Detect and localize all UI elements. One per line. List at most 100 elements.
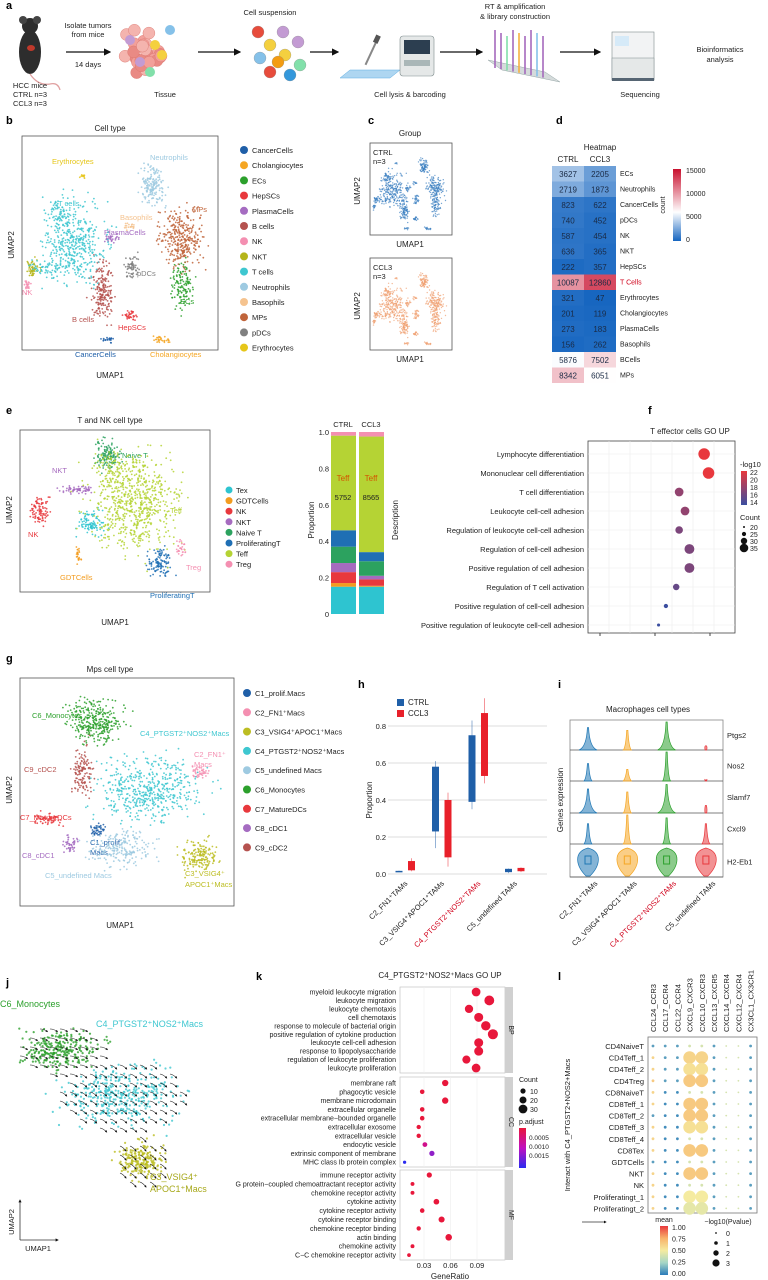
umap-point <box>132 540 135 543</box>
cluster-label: B cells <box>72 315 94 324</box>
umap-point <box>429 294 432 296</box>
legend-swatch <box>225 486 233 494</box>
umap-point <box>78 521 81 523</box>
umap-point <box>51 259 54 262</box>
umap-point <box>180 291 183 294</box>
umap-point <box>402 326 405 329</box>
umap-point <box>420 285 422 288</box>
umap-point <box>97 829 99 832</box>
umap-point <box>124 224 127 227</box>
umap-point <box>55 231 57 234</box>
umap-point <box>401 213 403 215</box>
umap-point <box>94 206 97 209</box>
umap-point <box>159 548 162 551</box>
umap-point <box>143 167 146 170</box>
umap-point <box>179 271 182 273</box>
umap-point <box>188 230 190 233</box>
umap-point <box>151 181 154 183</box>
term-label: Positive regulation of cell adhesion <box>469 564 585 573</box>
umap-point <box>188 303 191 305</box>
umap-point <box>134 497 137 500</box>
umap-point <box>31 259 33 261</box>
umap-point <box>395 195 398 197</box>
umap-point <box>188 247 191 250</box>
umap-point <box>403 343 406 345</box>
umap-point <box>45 219 48 222</box>
duration-label: 14 days <box>75 60 102 69</box>
umap-point <box>110 246 112 249</box>
umap-point <box>165 553 167 556</box>
umap-point <box>175 493 178 495</box>
umap-point <box>437 304 440 307</box>
umap-point <box>39 505 41 508</box>
umap-point <box>159 232 162 235</box>
umap-point <box>120 458 123 461</box>
umap-point <box>112 460 114 463</box>
umap-point <box>182 302 185 305</box>
heatmap-cell <box>552 321 584 337</box>
umap-point <box>149 177 152 180</box>
umap-point <box>437 301 439 303</box>
umap-point <box>380 196 382 198</box>
umap-point <box>30 282 32 285</box>
umap-point <box>410 186 412 189</box>
umap-point <box>150 173 153 176</box>
umap-point <box>91 265 94 267</box>
umap-point <box>179 286 182 289</box>
umap-point <box>107 544 110 547</box>
umap-point <box>407 212 409 214</box>
umap-point <box>176 275 178 278</box>
umap-point <box>374 313 376 315</box>
umap-point <box>186 215 189 217</box>
umap-point <box>150 505 153 508</box>
umap-point <box>120 544 123 547</box>
umap-point <box>432 203 434 205</box>
umap-point <box>149 499 151 502</box>
umap-point <box>99 300 102 302</box>
umap-point <box>104 284 107 287</box>
umap-point <box>167 341 170 344</box>
umap-point <box>159 563 162 566</box>
umap-point <box>162 565 164 568</box>
umap-point <box>101 255 104 258</box>
umap-point <box>194 236 196 239</box>
umap-point <box>181 471 184 474</box>
umap-point <box>80 247 83 250</box>
umap-point <box>407 336 409 339</box>
umap-point <box>130 266 133 268</box>
umap-point <box>177 249 180 251</box>
umap-point <box>146 179 149 182</box>
umap-point <box>105 264 108 267</box>
umap-point <box>176 540 178 542</box>
umap-point <box>65 489 68 492</box>
umap-point <box>397 312 400 314</box>
umap-point <box>124 529 126 531</box>
umap-point <box>438 187 440 189</box>
umap-point <box>50 238 52 240</box>
umap-point <box>141 539 144 541</box>
heatmap-column-label: CCL3 <box>590 155 611 164</box>
cluster-label: ECs <box>180 297 194 306</box>
umap-point <box>87 191 89 194</box>
umap-point <box>76 553 79 555</box>
umap-point <box>404 323 407 325</box>
term-label: Mononuclear cell differentiation <box>480 469 584 478</box>
umap-point <box>178 540 181 543</box>
umap-point <box>51 210 53 213</box>
heatmap-cell <box>552 290 584 306</box>
umap-point <box>395 184 398 186</box>
umap-point <box>169 243 171 245</box>
legend-label: GDTCells <box>236 497 269 506</box>
umap-point <box>127 223 130 226</box>
umap-point <box>143 477 146 479</box>
umap-point <box>84 513 86 515</box>
umap-point <box>437 199 439 201</box>
umap-point <box>138 520 141 523</box>
umap-point <box>96 292 99 295</box>
umap-point <box>169 490 172 493</box>
umap-point <box>62 208 65 211</box>
umap-point <box>82 227 84 230</box>
umap-point <box>94 203 96 205</box>
umap-point <box>67 212 69 215</box>
umap-point <box>423 163 426 165</box>
